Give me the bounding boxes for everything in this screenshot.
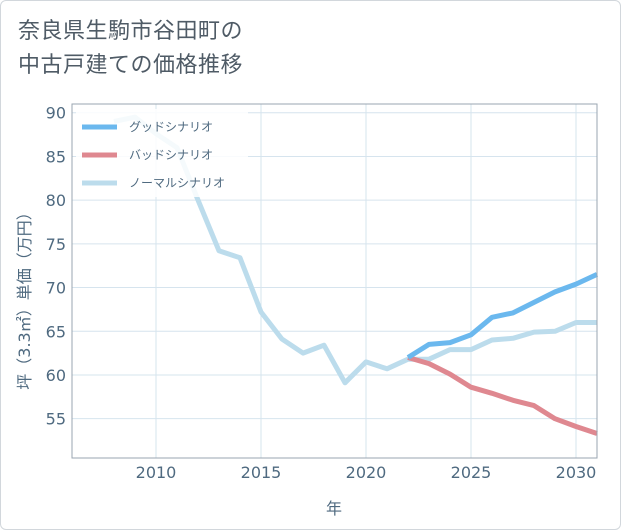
series-line-1 <box>407 355 598 436</box>
x-tick-label: 2020 <box>346 463 387 482</box>
plot-area-frame <box>71 103 598 459</box>
y-tick-label: 60 <box>46 366 66 385</box>
legend-label: ノーマルシナリオ <box>129 176 225 190</box>
y-tick-label: 55 <box>46 410 66 429</box>
y-tick-label: 75 <box>46 235 66 254</box>
y-tick-label: 90 <box>46 104 66 123</box>
y-axis-label: 坪（3.3㎡）単価（万円） <box>15 204 34 389</box>
legend-label: グッドシナリオ <box>129 120 213 134</box>
y-tick-label: 70 <box>46 279 66 298</box>
chart-title: 奈良県生駒市谷田町の 中古戸建ての価格推移 <box>18 15 243 83</box>
y-tick-label: 65 <box>46 322 66 341</box>
x-tick-label: 2025 <box>451 463 492 482</box>
y-tick-label: 85 <box>46 147 66 166</box>
x-tick-label: 2010 <box>136 463 177 482</box>
series-line-0 <box>406 272 599 360</box>
x-tick-label: 2015 <box>241 463 282 482</box>
legend-label: バッドシナリオ <box>129 148 213 162</box>
x-tick-label: 2030 <box>556 463 597 482</box>
tick-labels: 55 60 65 70 75 80 85 90 2010 2015 2020 2025 2030 <box>46 104 597 482</box>
title-line-2: 中古戸建ての価格推移 <box>18 53 244 78</box>
title-line-1: 奈良県生駒市谷田町の <box>18 19 244 44</box>
x-axis-label: 年 <box>326 499 342 518</box>
y-tick-label: 80 <box>46 191 66 210</box>
